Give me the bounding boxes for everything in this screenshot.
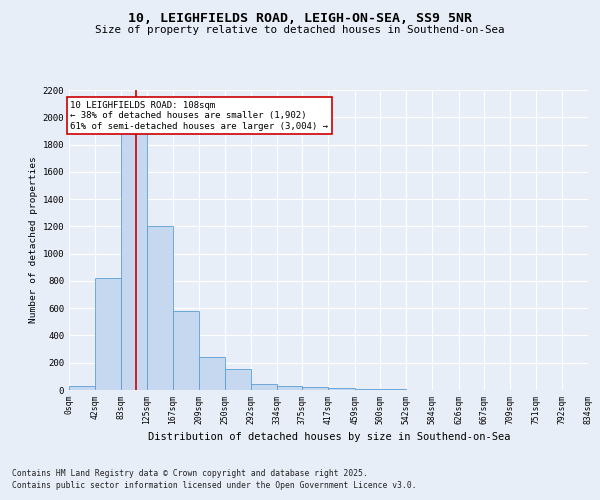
Text: Contains public sector information licensed under the Open Government Licence v3: Contains public sector information licen… [12,481,416,490]
Text: 10 LEIGHFIELDS ROAD: 108sqm
← 38% of detached houses are smaller (1,902)
61% of : 10 LEIGHFIELDS ROAD: 108sqm ← 38% of det… [70,101,328,130]
Text: Distribution of detached houses by size in Southend-on-Sea: Distribution of detached houses by size … [148,432,510,442]
Bar [69,386,95,390]
Bar [147,226,173,390]
Bar [355,389,380,390]
Text: 10, LEIGHFIELDS ROAD, LEIGH-ON-SEA, SS9 5NR: 10, LEIGHFIELDS ROAD, LEIGH-ON-SEA, SS9 … [128,12,472,26]
Bar [121,131,147,390]
Bar [224,369,251,390]
Bar [329,388,355,390]
Bar [95,278,121,390]
Bar [302,386,329,390]
Y-axis label: Number of detached properties: Number of detached properties [29,156,38,324]
Bar [173,311,199,390]
Bar [251,384,277,390]
Text: Size of property relative to detached houses in Southend-on-Sea: Size of property relative to detached ho… [95,25,505,35]
Bar [277,386,302,390]
Text: Contains HM Land Registry data © Crown copyright and database right 2025.: Contains HM Land Registry data © Crown c… [12,469,368,478]
Bar [199,358,224,390]
